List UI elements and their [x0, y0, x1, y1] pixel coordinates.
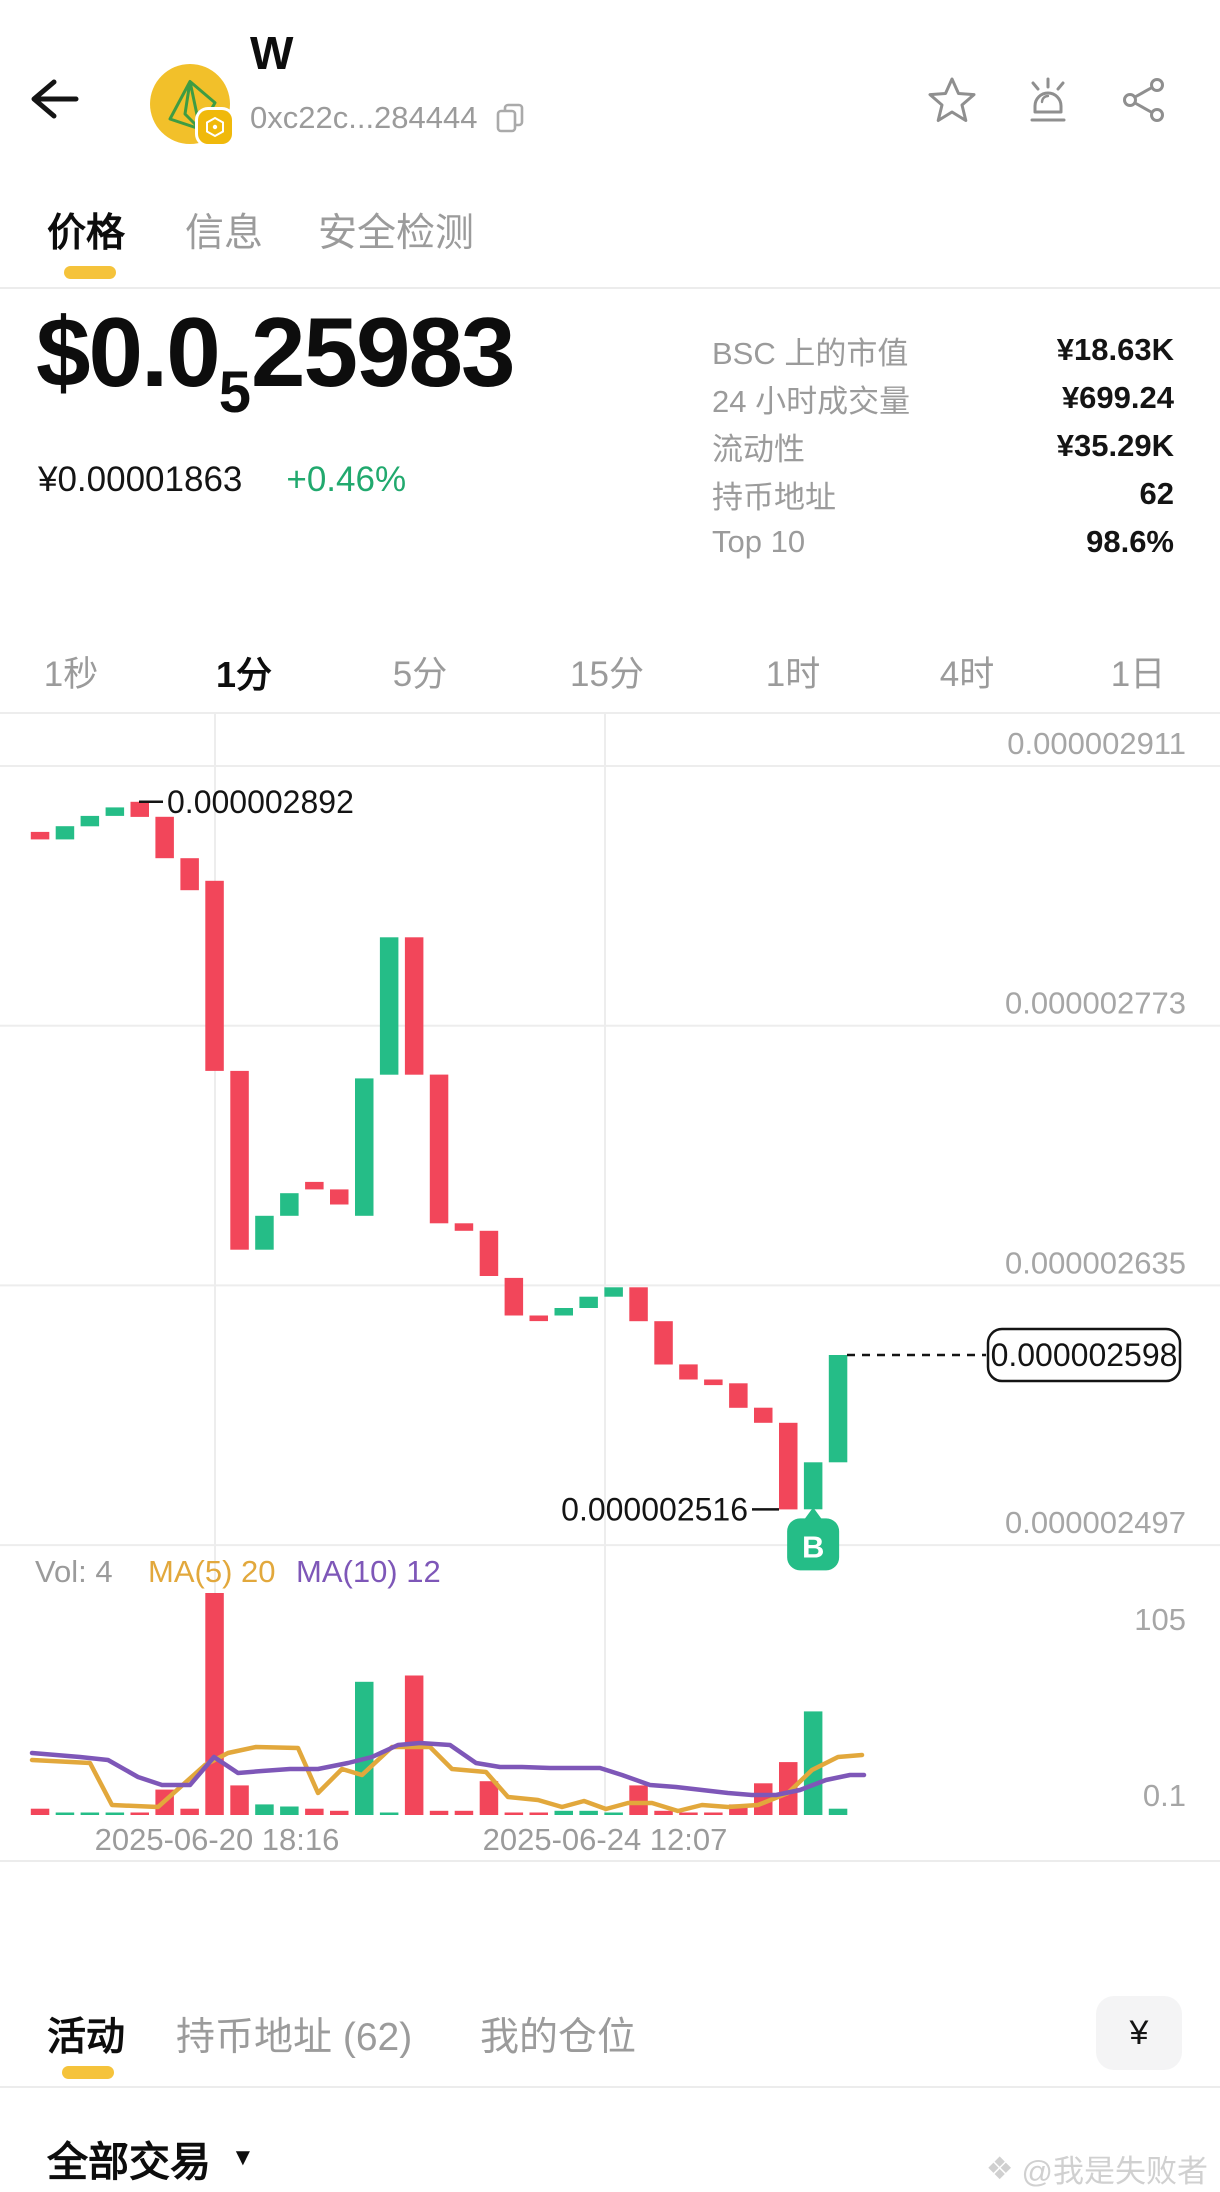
stat-label: BSC 上的市值 [712, 335, 909, 371]
interval-tab-1日[interactable]: 1日 [1110, 655, 1166, 694]
interval-tab-1分[interactable]: 1分 [215, 654, 273, 695]
bottom-tab-2[interactable]: 我的仓位 [480, 2016, 637, 2059]
svg-text:MA(5) 20: MA(5) 20 [148, 1554, 275, 1589]
back-button[interactable] [26, 72, 82, 128]
origami-icon [168, 80, 217, 131]
svg-text:0.000002773: 0.000002773 [1005, 986, 1186, 1021]
watermark-gem-icon: ❖ [985, 2150, 1014, 2186]
active-tab-underline [64, 266, 116, 279]
price-alert-button[interactable] [1024, 76, 1072, 124]
chevron-down-icon: ▼ [231, 2144, 255, 2171]
interval-tab-1秒[interactable]: 1秒 [43, 655, 99, 694]
svg-text:2025-06-24 12:07: 2025-06-24 12:07 [483, 1822, 728, 1857]
bottom-tab-1[interactable]: 持币地址 (62) [176, 2016, 413, 2059]
svg-text:0.000002497: 0.000002497 [1005, 1505, 1186, 1540]
svg-text:0.000002911: 0.000002911 [1007, 726, 1186, 761]
stat-row-4: Top 10 98.6% [712, 518, 1174, 566]
svg-text:Vol: 4: Vol: 4 [35, 1554, 113, 1589]
stat-value: 62 [1139, 476, 1174, 511]
interval-tab-15分[interactable]: 15分 [570, 655, 644, 694]
svg-text:105: 105 [1134, 1602, 1186, 1637]
stat-value: ¥699.24 [1061, 380, 1174, 415]
share-icon [1123, 78, 1164, 122]
copy-icon[interactable] [494, 102, 526, 134]
chain-badge-icon [198, 110, 232, 144]
alarm-siren-icon [1030, 77, 1066, 122]
svg-text:2025-06-20 18:16: 2025-06-20 18:16 [95, 1822, 340, 1857]
svg-text:0.000002892: 0.000002892 [167, 784, 354, 820]
svg-text:0.000002516: 0.000002516 [561, 1491, 748, 1527]
interval-tab-1时[interactable]: 1时 [765, 655, 821, 694]
contract-address: 0xc22c...284444 [250, 100, 478, 135]
stat-label: 持币地址 [712, 479, 836, 515]
contract-address-row[interactable]: 0xc22c...284444 [250, 100, 526, 136]
stat-row-0: BSC 上的市值 ¥18.63K [712, 326, 1174, 374]
stat-value: ¥18.63K [1056, 332, 1174, 367]
token-price-usd: $0.0 5 25983 [36, 296, 516, 425]
stat-row-1: 24 小时成交量 ¥699.24 [712, 374, 1174, 422]
tabbar-divider [0, 287, 1220, 289]
svg-text:B: B [802, 1529, 824, 1564]
interval-tab-bar: 1秒 1分 5分 15分 1时 4时 1日 [0, 646, 1220, 702]
main-tab-2[interactable]: 安全检测 [318, 212, 475, 255]
price-zero-count-subscript: 5 [218, 360, 252, 425]
price-change-percent: +0.46% [286, 460, 407, 499]
stat-row-2: 流动性 ¥35.29K [712, 422, 1174, 470]
stat-label: 24 小时成交量 [712, 383, 911, 419]
bottom-tabbar-divider [0, 2086, 1220, 2088]
chart-area[interactable]: 0.000002911 0.000002773 0.000002635 0.00000… [0, 712, 1220, 1862]
bottom-tab-0[interactable]: 活动 [47, 2016, 126, 2059]
token-name: W [250, 27, 294, 79]
price-secondary-row: ¥0.00001863 +0.46% [38, 460, 406, 500]
token-price-cny: ¥0.00001863 [38, 460, 243, 499]
token-logo [150, 64, 232, 144]
stat-label: Top 10 [712, 524, 806, 559]
back-arrow-icon [31, 79, 79, 119]
svg-text:0.1: 0.1 [1143, 1778, 1186, 1813]
svg-text:0.000002598: 0.000002598 [991, 1337, 1178, 1373]
active-bottom-tab-underline [62, 2066, 114, 2079]
stat-value: ¥35.29K [1056, 428, 1174, 463]
watermark-text: @我是失败者 [1021, 2154, 1208, 2189]
transactions-filter-dropdown[interactable]: 全部交易 ▼ [47, 2128, 255, 2188]
favorite-button[interactable] [928, 76, 976, 124]
price-prefix: $0.0 [36, 297, 221, 407]
watermark: ❖ @我是失败者 [986, 2146, 1208, 2191]
main-tab-0[interactable]: 价格 [47, 212, 126, 255]
candlestick-volume-chart[interactable]: 0.000002911 0.000002773 0.000002635 0.00000… [0, 712, 1220, 1860]
star-icon [928, 77, 976, 122]
share-button[interactable] [1120, 76, 1168, 124]
currency-toggle-button[interactable]: ¥ [1096, 1996, 1182, 2070]
token-stats: BSC 上的市值 ¥18.63K 24 小时成交量 ¥699.24 流动性 ¥35.29K… [712, 326, 1174, 566]
interval-tab-4时[interactable]: 4时 [939, 655, 995, 694]
price-digits: 25983 [251, 297, 516, 407]
svg-text:0.000002635: 0.000002635 [1005, 1245, 1186, 1280]
transactions-filter-label: 全部交易 [47, 2139, 211, 2185]
stat-value: 98.6% [1086, 524, 1174, 559]
stat-row-3: 持币地址 62 [712, 470, 1174, 518]
interval-tab-5分[interactable]: 5分 [392, 655, 448, 694]
main-tab-1[interactable]: 信息 [185, 212, 264, 255]
stat-label: 流动性 [712, 431, 805, 467]
svg-text:MA(10) 12: MA(10) 12 [296, 1554, 441, 1589]
